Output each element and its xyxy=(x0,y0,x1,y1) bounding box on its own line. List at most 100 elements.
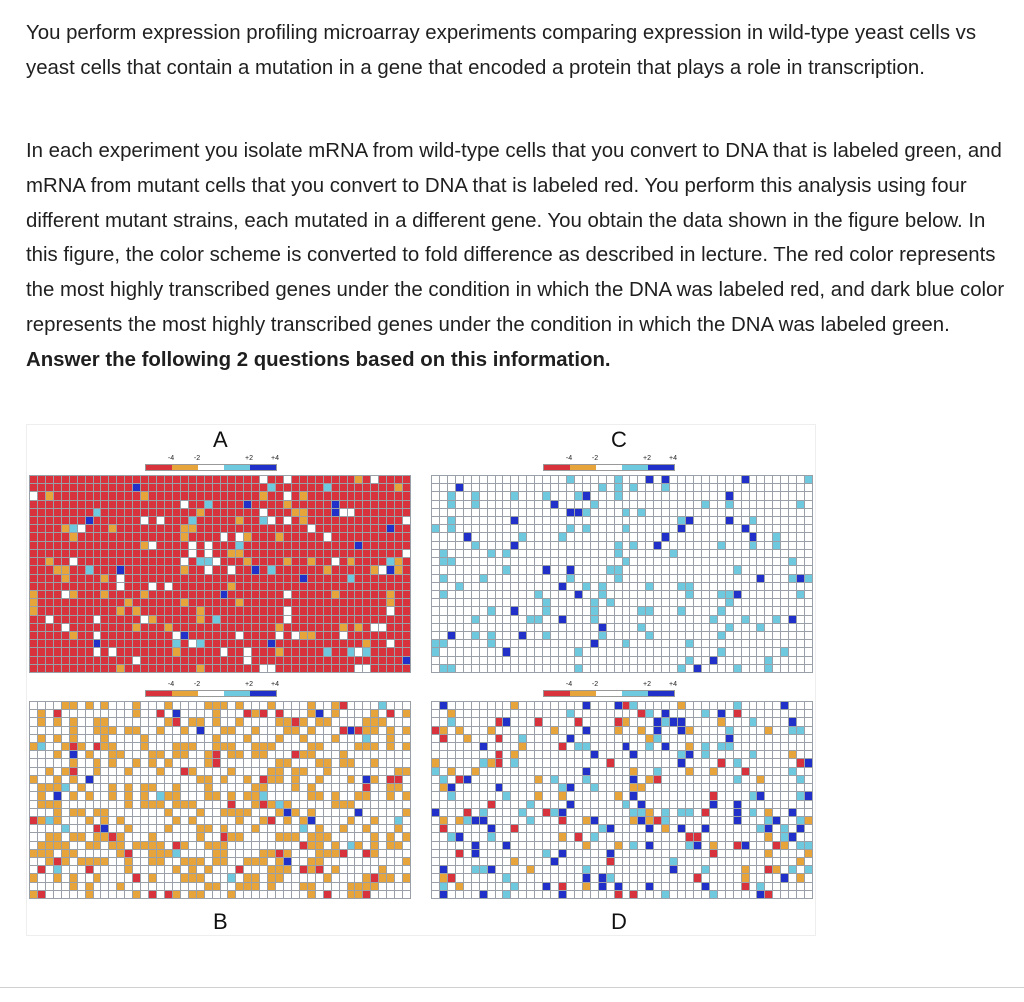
heatmap-cell xyxy=(125,582,133,590)
heatmap-cell xyxy=(117,718,125,726)
heatmap-cell xyxy=(164,726,172,734)
heatmap-cell xyxy=(749,508,757,517)
heatmap-cell xyxy=(717,718,725,726)
heatmap-cell xyxy=(439,710,447,718)
heatmap-cell xyxy=(252,833,260,841)
heatmap-cell xyxy=(574,623,582,631)
heatmap-cell xyxy=(212,726,220,734)
heatmap-cell xyxy=(379,841,387,849)
heatmap-cell xyxy=(93,702,101,710)
heatmap-cell xyxy=(757,751,765,759)
heatmap-cell xyxy=(749,541,757,549)
heatmap-cell xyxy=(252,648,260,656)
heatmap-cell xyxy=(347,825,355,833)
heatmap-cell xyxy=(53,476,61,484)
heatmap-cell xyxy=(511,710,519,718)
heatmap-cell xyxy=(519,508,527,517)
heatmap-cell xyxy=(117,607,125,615)
heatmap-cell xyxy=(717,500,725,508)
heatmap-cell xyxy=(61,833,69,841)
heatmap-cell xyxy=(133,623,141,631)
heatmap-cell xyxy=(725,734,733,743)
heatmap-cell xyxy=(590,857,598,866)
heatmap-cell xyxy=(455,734,463,743)
heatmap-cell xyxy=(331,751,339,759)
heatmap-cell xyxy=(220,590,228,599)
heatmap-cell xyxy=(125,648,133,656)
heatmap-cell xyxy=(479,825,487,833)
heatmap-cell xyxy=(535,866,543,874)
heatmap-cell xyxy=(260,640,268,648)
heatmap-cell xyxy=(686,718,693,726)
heatmap-cell xyxy=(543,751,551,759)
heatmap-cell xyxy=(299,874,307,882)
heatmap-cell xyxy=(228,558,236,566)
heatmap-cell xyxy=(582,849,590,857)
heatmap-cell xyxy=(463,549,471,558)
heatmap-cell xyxy=(455,648,463,656)
heatmap-cell xyxy=(487,718,495,726)
heatmap-cell xyxy=(574,833,582,841)
heatmap-cell xyxy=(172,664,180,672)
heatmap-cell xyxy=(678,767,685,775)
heatmap-cell xyxy=(37,882,45,890)
heatmap-cell xyxy=(244,566,252,574)
heatmap-cell xyxy=(543,882,551,890)
heatmap-cell xyxy=(117,882,125,890)
heatmap-cell xyxy=(299,767,307,775)
heatmap-cell xyxy=(347,759,355,767)
heatmap-cell xyxy=(566,833,574,841)
heatmap-cell xyxy=(315,525,323,533)
heatmap-cell xyxy=(276,599,283,607)
heatmap-cell xyxy=(646,874,654,882)
heatmap-cell xyxy=(559,541,566,549)
heatmap-cell xyxy=(268,590,276,599)
heatmap-cell xyxy=(284,631,291,640)
heatmap-cell xyxy=(244,734,252,743)
heatmap-cell xyxy=(133,648,141,656)
heatmap-cell xyxy=(196,631,204,640)
heatmap-cell xyxy=(701,533,709,541)
heatmap-cell xyxy=(749,751,757,759)
heatmap-cell xyxy=(805,882,812,890)
heatmap-cell xyxy=(212,525,220,533)
heatmap-cell xyxy=(307,792,315,800)
heatmap-cell xyxy=(471,640,479,648)
heatmap-cell xyxy=(638,656,646,664)
heatmap-cell xyxy=(109,640,117,648)
heatmap-cell xyxy=(527,590,535,599)
heatmap-cell xyxy=(371,599,379,607)
heatmap-cell xyxy=(717,582,725,590)
heatmap-cell xyxy=(773,825,781,833)
heatmap-cell xyxy=(773,640,781,648)
heatmap-cell xyxy=(733,656,741,664)
heatmap-cell xyxy=(69,631,77,640)
heatmap-cell xyxy=(709,767,717,775)
heatmap-cell xyxy=(725,759,733,767)
heatmap-cell xyxy=(646,476,654,484)
heatmap-cell xyxy=(347,648,355,656)
heatmap-cell xyxy=(85,508,93,517)
heatmap-cell xyxy=(260,484,268,492)
heatmap-cell xyxy=(133,492,141,500)
heatmap-cell xyxy=(125,656,133,664)
heatmap-cell xyxy=(315,743,323,751)
heatmap-cell xyxy=(379,517,387,525)
heatmap-cell xyxy=(355,615,363,623)
heatmap-cell xyxy=(701,656,709,664)
heatmap-cell xyxy=(284,702,291,710)
heatmap-cell xyxy=(503,533,511,541)
heatmap-cell xyxy=(535,664,543,672)
heatmap-cell xyxy=(93,476,101,484)
heatmap-cell xyxy=(519,808,527,816)
heatmap-cell xyxy=(455,751,463,759)
heatmap-cell xyxy=(630,808,638,816)
heatmap-cell xyxy=(741,508,749,517)
heatmap-cell xyxy=(471,734,479,743)
heatmap-cell xyxy=(331,640,339,648)
heatmap-cell xyxy=(93,558,101,566)
heatmap-cell xyxy=(30,759,37,767)
heatmap-cell xyxy=(260,476,268,484)
heatmap-cell xyxy=(299,759,307,767)
heatmap-cell xyxy=(725,500,733,508)
